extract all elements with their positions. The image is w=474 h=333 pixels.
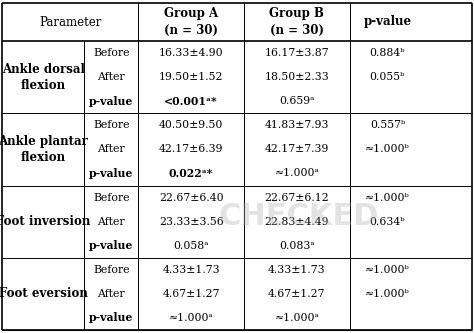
Text: 0.058ᵃ: 0.058ᵃ bbox=[173, 241, 209, 251]
Text: Foot inversion: Foot inversion bbox=[0, 215, 91, 228]
Text: Group B
(n = 30): Group B (n = 30) bbox=[270, 7, 324, 37]
Text: After: After bbox=[98, 72, 125, 82]
Text: <0.001ᵃ*: <0.001ᵃ* bbox=[164, 96, 218, 107]
Text: 16.17±3.87: 16.17±3.87 bbox=[264, 48, 329, 58]
Text: Ankle dorsal
flexion: Ankle dorsal flexion bbox=[2, 63, 84, 92]
Text: After: After bbox=[98, 145, 125, 155]
Text: 40.50±9.50: 40.50±9.50 bbox=[159, 120, 223, 130]
Text: Group A
(n = 30): Group A (n = 30) bbox=[164, 7, 218, 37]
Text: 42.17±7.39: 42.17±7.39 bbox=[265, 145, 329, 155]
Text: 23.33±3.56: 23.33±3.56 bbox=[159, 217, 224, 227]
Text: 42.17±6.39: 42.17±6.39 bbox=[159, 145, 223, 155]
Text: p-value: p-value bbox=[364, 16, 411, 29]
Text: 4.67±1.27: 4.67±1.27 bbox=[268, 289, 326, 299]
Text: 22.67±6.12: 22.67±6.12 bbox=[264, 192, 329, 202]
Text: ≈1.000ᵇ: ≈1.000ᵇ bbox=[365, 145, 410, 155]
Text: 0.083ᵃ: 0.083ᵃ bbox=[279, 241, 315, 251]
Text: 4.33±1.73: 4.33±1.73 bbox=[163, 265, 220, 275]
Text: p-value: p-value bbox=[89, 312, 134, 323]
Text: Before: Before bbox=[93, 48, 129, 58]
Text: 4.67±1.27: 4.67±1.27 bbox=[163, 289, 220, 299]
Text: CHECKED: CHECKED bbox=[219, 202, 379, 231]
Text: 0.884ᵇ: 0.884ᵇ bbox=[370, 48, 405, 58]
Text: ≈1.000ᵇ: ≈1.000ᵇ bbox=[365, 265, 410, 275]
Text: 0.022ᵃ*: 0.022ᵃ* bbox=[169, 168, 213, 179]
Text: p-value: p-value bbox=[89, 240, 134, 251]
Text: Parameter: Parameter bbox=[39, 16, 101, 29]
Text: p-value: p-value bbox=[89, 96, 134, 107]
Text: Before: Before bbox=[93, 192, 129, 202]
Text: 22.83±4.49: 22.83±4.49 bbox=[264, 217, 329, 227]
Text: 0.634ᵇ: 0.634ᵇ bbox=[370, 217, 405, 227]
Text: 16.33±4.90: 16.33±4.90 bbox=[159, 48, 223, 58]
Text: 22.67±6.40: 22.67±6.40 bbox=[159, 192, 223, 202]
Text: 18.50±2.33: 18.50±2.33 bbox=[264, 72, 329, 82]
Text: After: After bbox=[98, 289, 125, 299]
Text: 0.557ᵇ: 0.557ᵇ bbox=[370, 120, 405, 130]
Text: 0.659ᵃ: 0.659ᵃ bbox=[279, 96, 315, 106]
Text: Foot eversion: Foot eversion bbox=[0, 287, 88, 300]
Text: p-value: p-value bbox=[89, 168, 134, 179]
Text: 19.50±1.52: 19.50±1.52 bbox=[159, 72, 223, 82]
Text: ≈1.000ᵃ: ≈1.000ᵃ bbox=[169, 313, 214, 323]
Text: After: After bbox=[98, 217, 125, 227]
Text: ≈1.000ᵇ: ≈1.000ᵇ bbox=[365, 289, 410, 299]
Text: 41.83±7.93: 41.83±7.93 bbox=[264, 120, 329, 130]
Text: 4.33±1.73: 4.33±1.73 bbox=[268, 265, 326, 275]
Text: ≈1.000ᵃ: ≈1.000ᵃ bbox=[274, 168, 319, 178]
Text: Ankle plantar
flexion: Ankle plantar flexion bbox=[0, 135, 88, 164]
Text: ≈1.000ᵃ: ≈1.000ᵃ bbox=[274, 313, 319, 323]
Text: ≈1.000ᵇ: ≈1.000ᵇ bbox=[365, 192, 410, 202]
Text: 0.055ᵇ: 0.055ᵇ bbox=[370, 72, 405, 82]
Text: Before: Before bbox=[93, 120, 129, 130]
Text: Before: Before bbox=[93, 265, 129, 275]
